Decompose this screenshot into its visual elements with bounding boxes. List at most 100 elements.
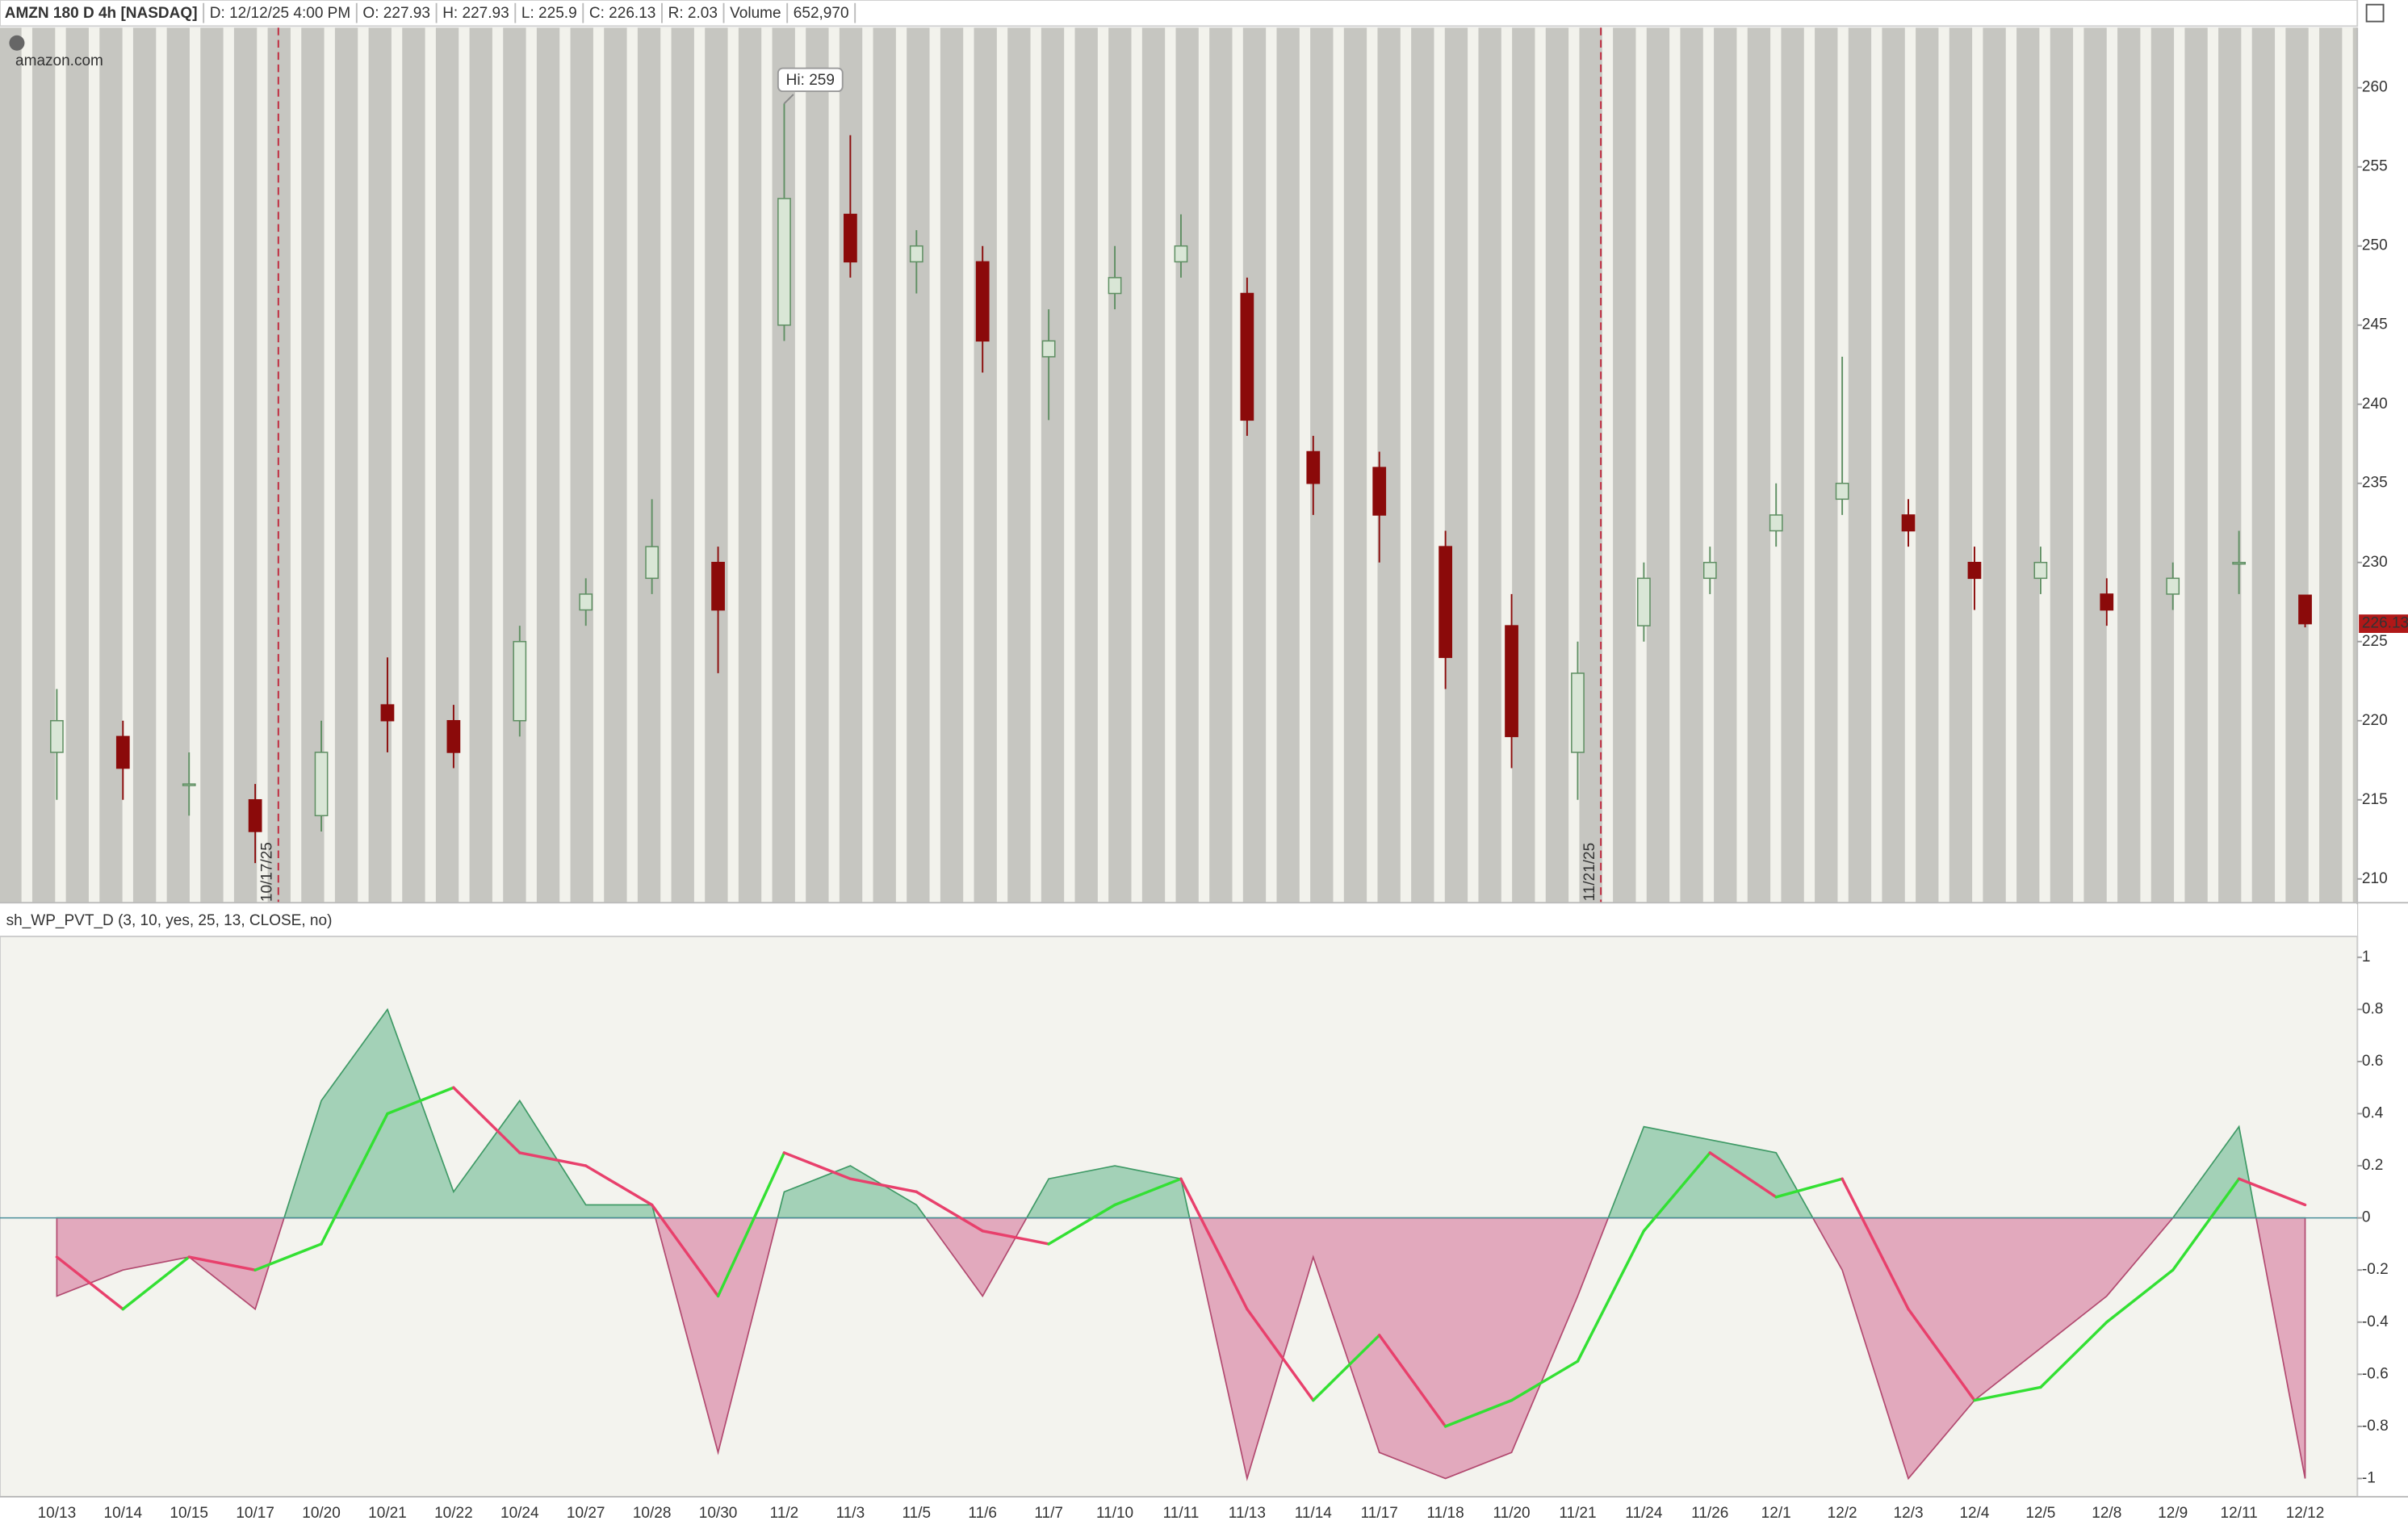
candle-body xyxy=(1637,577,1651,626)
signal-segment xyxy=(386,1086,455,1116)
y-tick-label: -0.6 xyxy=(2362,1365,2389,1382)
candle-body xyxy=(446,719,461,753)
x-tick-label: 10/30 xyxy=(699,1505,738,1522)
session-stripe xyxy=(1097,27,1109,903)
x-tick-label: 11/20 xyxy=(1493,1505,1530,1522)
signal-segment xyxy=(1841,1177,1910,1311)
candle-body xyxy=(645,546,660,580)
y-tick-label: 245 xyxy=(2362,316,2388,333)
session-stripe xyxy=(1299,27,1311,903)
session-stripe xyxy=(1030,27,1041,903)
candle-body xyxy=(314,752,329,817)
signal-segment xyxy=(650,1203,720,1298)
x-tick-label: 12/12 xyxy=(2286,1505,2325,1522)
signal-segment xyxy=(1113,1177,1183,1207)
candle-body xyxy=(1835,482,1849,501)
session-stripe xyxy=(1064,27,1075,903)
session-stripe xyxy=(1266,27,1277,903)
x-tick-label: 11/14 xyxy=(1295,1505,1333,1522)
session-stripe xyxy=(2073,27,2084,903)
session-stripe xyxy=(895,27,907,903)
x-tick-label: 11/21 xyxy=(1559,1505,1596,1522)
session-stripe xyxy=(2174,27,2185,903)
candle-body xyxy=(844,213,857,263)
x-tick-label: 11/24 xyxy=(1625,1505,1663,1522)
candle-body xyxy=(1505,625,1518,738)
candle-body xyxy=(579,593,593,611)
session-stripe xyxy=(1468,27,1479,903)
price-panel xyxy=(0,27,2358,903)
header-field: D: 12/12/25 4:00 PM xyxy=(210,5,350,22)
x-tick-label: 12/3 xyxy=(1894,1505,1924,1522)
session-stripe xyxy=(828,27,840,903)
candle-body xyxy=(1439,546,1452,659)
candle-body xyxy=(2166,577,2180,595)
x-tick-label: 12/4 xyxy=(1959,1505,1989,1522)
session-stripe xyxy=(761,27,773,903)
last-price: 226.13 xyxy=(2362,615,2408,632)
signal-segment xyxy=(2171,1177,2241,1271)
candle-body xyxy=(2033,561,2048,580)
x-tick-label: 11/5 xyxy=(902,1505,931,1522)
session-stripe xyxy=(1367,27,1378,903)
y-tick-label: 0.4 xyxy=(2362,1105,2384,1122)
session-stripe xyxy=(2275,27,2286,903)
y-tick-label: 225 xyxy=(2362,633,2388,650)
candle-body xyxy=(2100,593,2114,611)
candle-body xyxy=(50,719,64,753)
header-field: L: 225.9 xyxy=(521,5,577,22)
session-stripe xyxy=(391,27,403,903)
x-tick-label: 12/9 xyxy=(2158,1505,2188,1522)
annotation-box xyxy=(777,67,844,93)
session-stripe xyxy=(459,27,470,903)
x-tick-label: 12/2 xyxy=(1828,1505,1857,1522)
session-stripe xyxy=(963,27,974,903)
session-stripe xyxy=(257,27,268,903)
session-stripe xyxy=(2005,27,2017,903)
session-stripe xyxy=(1165,27,1176,903)
y-tick-label: 0.2 xyxy=(2362,1157,2383,1174)
header-field: R: 2.03 xyxy=(668,5,718,22)
maximize-icon[interactable] xyxy=(2365,3,2385,23)
session-stripe xyxy=(1333,27,1344,903)
session-stripe xyxy=(2207,27,2219,903)
y-tick-label: 210 xyxy=(2362,870,2388,887)
signal-segment xyxy=(1576,1229,1646,1363)
candle-body xyxy=(1306,450,1321,484)
session-stripe xyxy=(1736,27,1748,903)
signal-segment xyxy=(1907,1307,1976,1402)
signal-segment xyxy=(187,1255,257,1271)
session-stripe xyxy=(88,27,100,903)
header-field: 652,970 xyxy=(794,5,849,22)
candle-body xyxy=(1571,672,1585,753)
session-stripe xyxy=(492,27,504,903)
x-tick-label: 10/21 xyxy=(368,1505,407,1522)
candle-body xyxy=(1041,340,1056,358)
signal-segment xyxy=(584,1164,654,1207)
session-stripe xyxy=(156,27,167,903)
last-price-tag xyxy=(2359,614,2408,633)
candle-body xyxy=(1769,514,1783,532)
x-tick-label: 10/27 xyxy=(567,1505,605,1522)
symbol: AMZN 180 D 4h [NASDAQ] xyxy=(5,5,198,22)
signal-segment xyxy=(1642,1151,1712,1233)
signal-segment xyxy=(848,1177,919,1194)
y-tick-label: -0.4 xyxy=(2362,1313,2389,1330)
session-stripe xyxy=(1837,27,1849,903)
candle-body xyxy=(1372,467,1387,516)
candle-body xyxy=(248,798,262,832)
session-stripe xyxy=(1232,27,1243,903)
candle-body xyxy=(182,783,196,786)
session-stripe xyxy=(1669,27,1681,903)
x-tick-label: 11/26 xyxy=(1691,1505,1728,1522)
session-stripe xyxy=(425,27,436,903)
y-tick-label: 235 xyxy=(2362,475,2388,492)
session-stripe xyxy=(929,27,940,903)
session-stripe xyxy=(1501,27,1513,903)
signal-segment xyxy=(2105,1268,2175,1324)
logo: amazon.com xyxy=(15,52,103,69)
x-tick-label: 12/1 xyxy=(1761,1505,1791,1522)
signal-segment xyxy=(2237,1177,2307,1207)
session-stripe xyxy=(290,27,302,903)
